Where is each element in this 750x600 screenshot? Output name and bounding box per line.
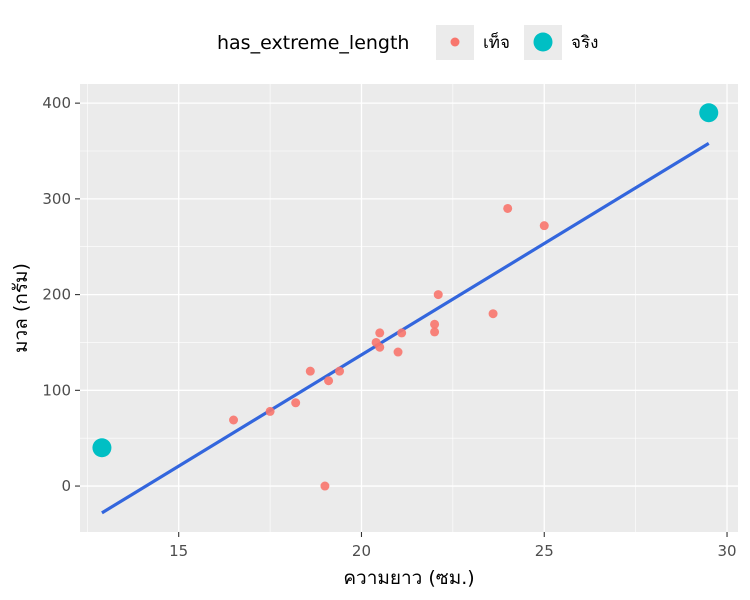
point-true bbox=[92, 438, 112, 458]
point-false bbox=[291, 398, 301, 408]
legend-label-true: จริง bbox=[571, 33, 598, 53]
point-false bbox=[324, 376, 334, 386]
point-false bbox=[335, 366, 345, 376]
y-axis-title: มวล (กรัม) bbox=[10, 263, 32, 353]
y-tick-label: 200 bbox=[42, 286, 71, 304]
data-points bbox=[92, 103, 719, 491]
point-false bbox=[503, 203, 513, 213]
x-tick-label: 15 bbox=[169, 542, 188, 560]
point-false bbox=[229, 415, 239, 425]
point-false bbox=[430, 319, 440, 329]
y-tick-label: 300 bbox=[42, 190, 71, 208]
y-tick-label: 100 bbox=[42, 381, 71, 399]
point-false bbox=[430, 327, 440, 337]
point-false bbox=[265, 406, 275, 416]
x-tick-label: 30 bbox=[717, 542, 736, 560]
fit-line-layer bbox=[101, 141, 710, 515]
point-false bbox=[433, 290, 443, 300]
point-false bbox=[488, 309, 498, 319]
legend-marker-false bbox=[450, 37, 460, 47]
legend-title: has_extreme_length bbox=[217, 32, 409, 54]
regression-line bbox=[101, 141, 710, 515]
point-false bbox=[393, 347, 403, 357]
x-tick-label: 20 bbox=[352, 542, 371, 560]
point-false bbox=[539, 221, 549, 231]
y-tick-label: 400 bbox=[42, 94, 71, 112]
point-false bbox=[375, 328, 385, 338]
legend: has_extreme_length เท็จ จริง bbox=[217, 25, 598, 60]
y-tick-label: 0 bbox=[61, 477, 71, 495]
legend-label-false: เท็จ bbox=[483, 31, 510, 53]
point-false bbox=[305, 366, 315, 376]
x-axis-title: ความยาว (ซม.) bbox=[343, 567, 474, 589]
grid-lines bbox=[80, 84, 738, 532]
point-true bbox=[699, 103, 719, 123]
point-false bbox=[375, 342, 385, 352]
legend-marker-true bbox=[533, 32, 553, 52]
x-tick-label: 25 bbox=[535, 542, 554, 560]
point-false bbox=[320, 481, 330, 491]
plot-panel bbox=[80, 84, 738, 532]
point-false bbox=[397, 328, 407, 338]
